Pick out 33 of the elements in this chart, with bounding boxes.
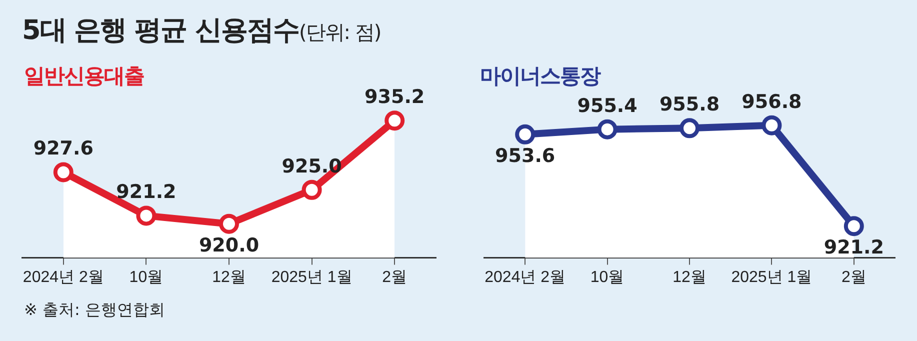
data-label: 955.8	[659, 94, 720, 116]
x-tick-label: 12월	[212, 268, 246, 286]
point	[219, 214, 239, 234]
point	[680, 118, 700, 138]
data-label: 921.2	[116, 181, 176, 204]
x-tick-label: 2월	[382, 268, 408, 286]
data-label: 955.4	[577, 94, 638, 117]
text: 일반신용대출	[24, 63, 144, 90]
point	[384, 110, 405, 131]
point	[53, 162, 74, 182]
x-tick-label: 2월	[841, 268, 866, 286]
x-tick-label: 12월	[672, 268, 706, 286]
data-label: 921.2	[824, 236, 884, 259]
point	[302, 180, 322, 200]
x-tick-label: 2024년 2월	[484, 268, 566, 286]
point	[762, 115, 782, 136]
point	[136, 206, 156, 226]
data-label: 935.2	[364, 86, 425, 108]
data-label: 927.6	[33, 138, 94, 160]
x-tick-label: 10월	[590, 268, 624, 286]
x-tick-label: 10월	[129, 268, 164, 286]
point	[515, 124, 536, 144]
data-label: 953.6	[495, 144, 556, 167]
point	[597, 119, 618, 140]
x-tick-label: 2024년 2월	[22, 268, 104, 286]
data-label: 920.0	[198, 234, 260, 256]
chart-subtitle: (단위: 점)	[299, 20, 381, 44]
point	[844, 216, 864, 236]
x-tick-label: 2025년 1월	[731, 268, 812, 286]
x-tick-label: 2025년 1월	[271, 268, 352, 286]
annotation: ※ 출처: 은행연합회	[24, 300, 165, 321]
data-label: 956.8	[742, 90, 802, 113]
series-label: 마이너스통장	[480, 63, 600, 90]
